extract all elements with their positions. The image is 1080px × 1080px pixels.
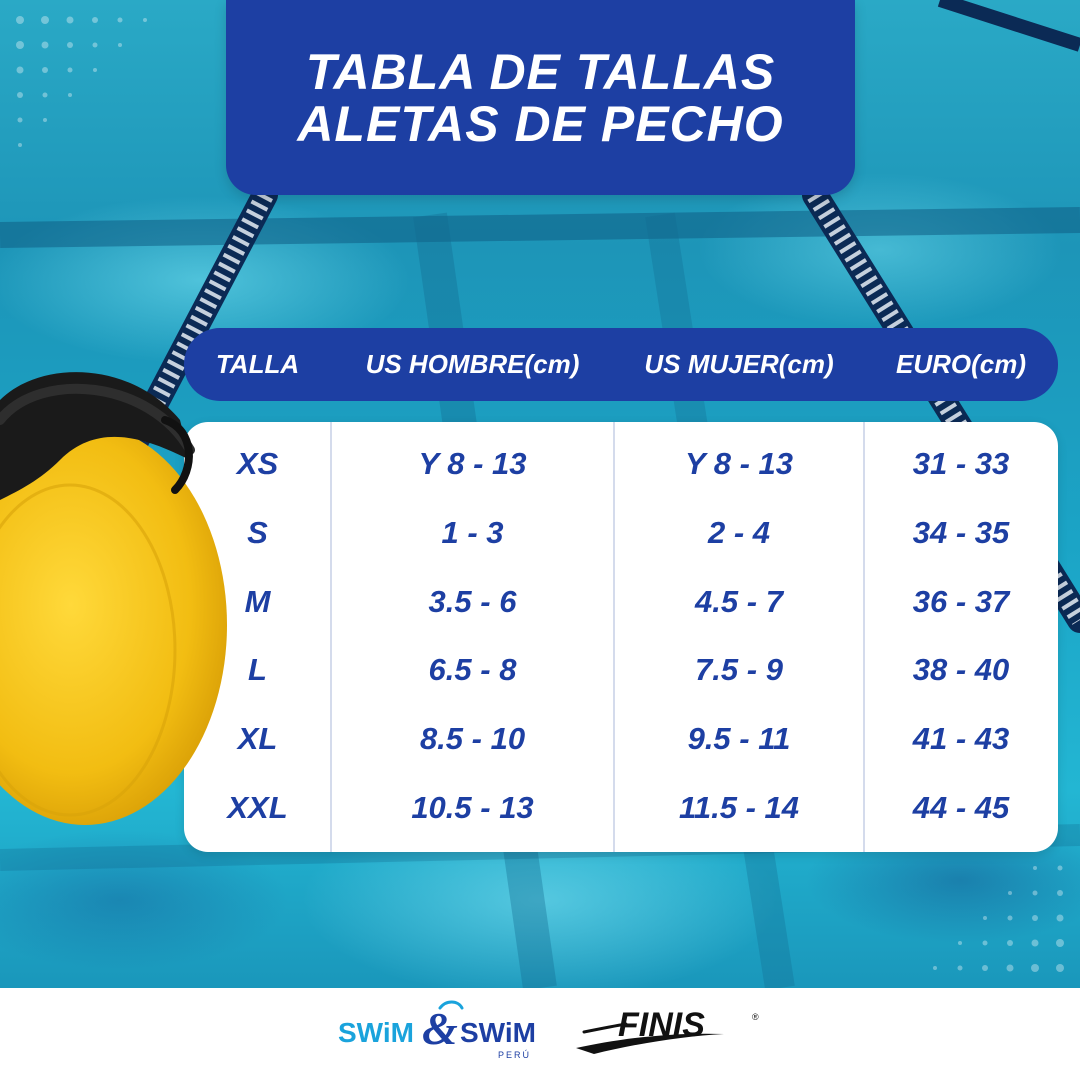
cell-talla: XL xyxy=(237,721,278,757)
cell-us-mujer: 11.5 - 14 xyxy=(678,789,800,825)
size-table-header: TALLA US HOMBRE(cm) US MUJER(cm) EURO(cm… xyxy=(184,328,1058,401)
hand-paddle-image xyxy=(0,372,227,825)
footer: SWiM & SWiM PERÚ FINIS ® xyxy=(0,988,1080,1080)
cell-us-mujer: 7.5 - 9 xyxy=(695,652,783,688)
cell-us-mujer: Y 8 - 13 xyxy=(684,446,793,482)
cell-us-mujer: 2 - 4 xyxy=(707,515,771,551)
column-divider xyxy=(330,422,332,852)
title-banner: TABLA DE TALLAS ALETAS DE PECHO xyxy=(226,0,855,195)
column-divider xyxy=(863,422,865,852)
cell-euro: 38 - 40 xyxy=(912,652,1010,688)
header-talla: TALLA xyxy=(215,349,300,379)
table-row: S 1 - 3 2 - 4 34 - 35 xyxy=(184,499,1058,568)
cell-us-hombre: 6.5 - 8 xyxy=(428,652,517,688)
cell-talla: M xyxy=(244,583,271,619)
cell-us-hombre: 1 - 3 xyxy=(441,515,504,551)
header-us-hombre: US HOMBRE(cm) xyxy=(365,349,580,379)
cell-euro: 31 - 33 xyxy=(912,446,1010,482)
svg-text:&: & xyxy=(422,1003,458,1054)
cell-talla: S xyxy=(247,515,268,551)
cell-euro: 36 - 37 xyxy=(912,583,1010,619)
cell-us-hombre: 8.5 - 10 xyxy=(419,721,526,757)
svg-text:SWiM: SWiM xyxy=(338,1017,414,1048)
svg-text:®: ® xyxy=(752,1012,759,1022)
cell-us-hombre: 10.5 - 13 xyxy=(411,789,534,825)
cell-talla: XS xyxy=(236,446,279,482)
title-line-1: TABLA DE TALLAS xyxy=(305,43,776,100)
table-row: XXL 10.5 - 13 11.5 - 14 44 - 45 xyxy=(184,773,1058,842)
header-euro: EURO(cm) xyxy=(895,349,1026,379)
title-line-2: ALETAS DE PECHO xyxy=(297,95,784,152)
svg-text:SWiM: SWiM xyxy=(460,1017,536,1048)
cell-us-mujer: 9.5 - 11 xyxy=(687,721,791,757)
column-divider xyxy=(613,422,615,852)
finis-logo: FINIS ® xyxy=(576,1006,759,1054)
cell-euro: 34 - 35 xyxy=(912,515,1010,551)
table-row: M 3.5 - 6 4.5 - 7 36 - 37 xyxy=(184,567,1058,636)
size-table-body: XS Y 8 - 13 Y 8 - 13 31 - 33 S 1 - 3 2 -… xyxy=(184,422,1058,852)
header-us-mujer: US MUJER(cm) xyxy=(644,349,834,379)
cell-talla: XXL xyxy=(227,789,288,825)
svg-text:PERÚ: PERÚ xyxy=(498,1050,531,1060)
table-row: XS Y 8 - 13 Y 8 - 13 31 - 33 xyxy=(184,430,1058,499)
table-row: XL 8.5 - 10 9.5 - 11 41 - 43 xyxy=(184,705,1058,774)
cell-euro: 44 - 45 xyxy=(912,789,1010,825)
cell-talla: L xyxy=(248,652,267,688)
swim-and-swim-peru-logo: SWiM & SWiM PERÚ xyxy=(338,1000,536,1060)
cell-us-hombre: Y 8 - 13 xyxy=(418,446,527,482)
cell-us-mujer: 4.5 - 7 xyxy=(695,583,783,619)
cell-euro: 41 - 43 xyxy=(912,721,1010,757)
cell-us-hombre: 3.5 - 6 xyxy=(428,583,517,619)
table-row: L 6.5 - 8 7.5 - 9 38 - 40 xyxy=(184,636,1058,705)
